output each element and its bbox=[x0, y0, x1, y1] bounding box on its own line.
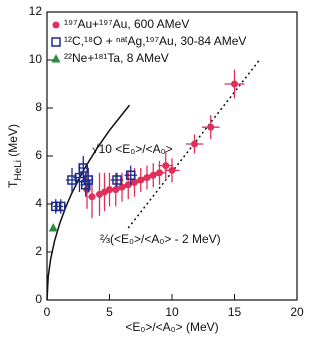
data-point bbox=[106, 186, 113, 194]
data-point bbox=[112, 186, 120, 194]
model-curve bbox=[46, 104, 131, 301]
data-point bbox=[149, 171, 157, 179]
y-tick-label: 8 bbox=[35, 100, 42, 114]
y-tick-label: 4 bbox=[35, 196, 42, 210]
y-tick-label: 2 bbox=[35, 244, 42, 258]
y-label-main: T bbox=[6, 180, 20, 188]
y-label-rest: (MeV) bbox=[6, 124, 20, 160]
curve-label: √10 <E₀>/<A₀> bbox=[92, 142, 173, 156]
x-tick-label: 5 bbox=[106, 305, 113, 319]
data-point bbox=[83, 175, 93, 185]
x-tick-label: 20 bbox=[290, 305, 304, 319]
data-point bbox=[51, 201, 61, 212]
y-label-sub: HeLi bbox=[13, 160, 24, 181]
y-tick-label: 6 bbox=[35, 148, 42, 162]
x-tick-label: 10 bbox=[165, 305, 179, 319]
legend-marker bbox=[51, 54, 61, 63]
data-point bbox=[112, 175, 122, 185]
y-tick-label: 12 bbox=[29, 4, 43, 18]
data-point bbox=[48, 223, 58, 232]
data-point bbox=[118, 183, 126, 191]
data-point bbox=[207, 123, 215, 131]
x-axis-label: <E₀>/<A₀> (MeV) bbox=[125, 320, 218, 334]
data-point bbox=[231, 80, 238, 88]
data-point bbox=[131, 178, 138, 186]
x-tick-label: 0 bbox=[44, 305, 51, 319]
curve-label: ⅔(<E₀>/<A₀> - 2 MeV) bbox=[100, 232, 221, 246]
data-point bbox=[143, 174, 151, 182]
y-tick-label: 0 bbox=[35, 292, 42, 306]
x-tick-label: 15 bbox=[228, 305, 242, 319]
y-tick-label: 10 bbox=[29, 52, 43, 66]
y-axis-label: THeLi (MeV) bbox=[6, 124, 23, 188]
data-point bbox=[162, 162, 170, 170]
legend-label: ²²Ne+¹⁸¹Ta, 8 AMeV bbox=[64, 51, 169, 65]
data-point bbox=[124, 181, 132, 189]
data-point bbox=[191, 140, 198, 148]
legend-marker bbox=[52, 21, 60, 29]
data-point bbox=[137, 176, 145, 184]
chart: <E₀>/<A₀> (MeV) THeLi (MeV) 0 5 10 15 20 0 2 4 6… bbox=[6, 4, 304, 334]
data-point bbox=[126, 170, 136, 180]
data-point bbox=[88, 193, 96, 201]
data-point bbox=[156, 169, 163, 177]
legend-label: ¹⁹⁷Au+¹⁹⁷Au, 600 AMeV bbox=[64, 17, 189, 31]
data-point bbox=[78, 163, 88, 173]
legend-marker bbox=[51, 37, 61, 47]
legend-label: ¹²C,¹⁸O + ⁿᵃᵗAg,¹⁹⁷Au, 30-84 AMeV bbox=[64, 34, 246, 48]
data-point bbox=[56, 201, 66, 212]
data-point bbox=[81, 180, 91, 190]
data-point bbox=[168, 166, 176, 174]
